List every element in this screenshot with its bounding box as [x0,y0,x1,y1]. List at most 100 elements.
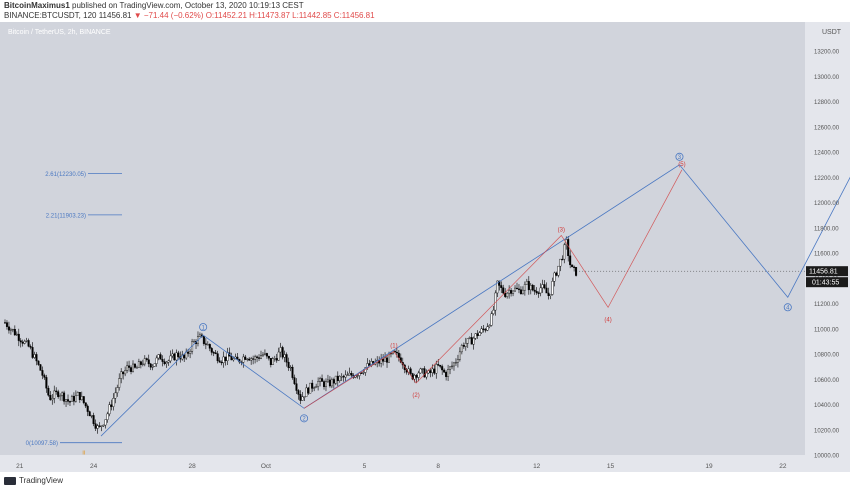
time-axis-ticks: 21 24 28 Oct 5 8 12 15 19 22 [16,463,787,470]
candle-body [431,368,434,373]
candle-body [82,396,85,403]
candle-body [445,371,448,377]
candle-body [464,343,467,347]
candle-body [537,292,540,294]
fib-label: 2.21(11903.23) [46,213,86,219]
candle-body [336,375,339,382]
candle-body [68,401,71,403]
candle-body [303,396,306,398]
price-change: ▼ −71.44 (−0.62%) [133,11,204,20]
candle-body [45,377,48,389]
candle-body [484,329,487,331]
candle-body [13,328,16,336]
candle-body [317,381,320,387]
author-name[interactable]: BitcoinMaximus1 [4,1,70,10]
candle-body [39,364,42,371]
candle-body [504,292,507,297]
candle-body [500,285,503,288]
candle-body [273,358,276,360]
candle-body [216,353,219,362]
candle-body [51,398,54,401]
candle-body [275,358,278,361]
candle-body [523,284,526,291]
candle-body [575,266,578,276]
tradingview-logo[interactable]: TradingView [4,476,63,485]
candle-body [90,415,93,417]
candle-body [171,353,174,357]
candle-body [102,424,105,427]
candle-body [415,375,418,378]
candle-body [128,365,131,368]
candle-body [417,372,420,378]
candle-body [218,360,221,363]
candle-body [395,351,398,354]
price-tick-label: 10600.00 [814,378,840,384]
candle-body [149,363,152,368]
candle-body [313,387,316,389]
candle-body [67,399,70,402]
candle-body [177,352,180,357]
candle-body [309,382,312,394]
candle-body [533,289,536,292]
candle-body [429,370,432,373]
blue-wave-line [100,164,850,437]
candle-body [110,404,113,407]
time-axis-background [0,455,850,472]
candle-body [543,284,546,289]
candle-body [33,354,36,358]
wave-lines[interactable] [100,51,850,437]
candle-body [508,290,511,294]
candle-body [433,368,436,374]
candle-body [198,334,201,337]
candle-body [289,366,292,369]
fibonacci-levels[interactable]: 2.61(12230.05) 2.21(11903.23) 0(10097.58) [26,172,122,447]
candle-body [204,343,207,345]
candle-body [301,396,304,401]
candle-body [283,354,286,358]
time-tick-label: 19 [705,463,713,470]
red-wave-label: (3) [558,227,565,233]
candle-body [31,347,34,358]
candle-body [514,287,517,292]
candle-body [488,325,491,327]
candle-body [470,337,473,345]
candle-body [116,387,119,394]
candle-body [153,363,156,367]
candle-body [342,376,345,378]
orange-wave-label: ii [82,449,85,456]
candle-body [267,355,270,359]
candle-body [382,358,385,362]
blue-wave-circle [675,152,684,161]
candle-body [517,288,520,290]
candle-body [37,360,40,365]
price-tick-label: 12400.00 [814,151,840,157]
candle-body [61,392,64,396]
candle-body [557,265,560,276]
candle-body [96,425,99,429]
candle-body [114,392,117,399]
candle-body [25,340,28,342]
candle-body [124,370,127,375]
candle-body [165,362,168,364]
candle-body [74,395,77,402]
candle-body [183,354,186,359]
candle-body [551,281,554,295]
candle-body [492,309,495,315]
candle-body [100,425,103,427]
time-tick-label: 28 [188,463,196,470]
candle-body [9,329,12,331]
candle-body [265,353,268,357]
candle-body [70,396,73,402]
candle-body [21,341,24,344]
candle-body [340,376,343,378]
candle-body [466,338,469,344]
price-tick-label: 10400.00 [814,403,840,409]
candle-body [27,340,30,347]
candle-body [285,354,288,363]
candle-body [78,392,81,400]
candle-body [112,398,115,407]
price-tick-label: 13200.00 [814,50,840,56]
candle-body [423,368,426,378]
candle-body [480,328,483,333]
price-chart[interactable]: Bitcoin / TetherUS, 2h, BINANCE USDT 2.6… [0,22,850,472]
